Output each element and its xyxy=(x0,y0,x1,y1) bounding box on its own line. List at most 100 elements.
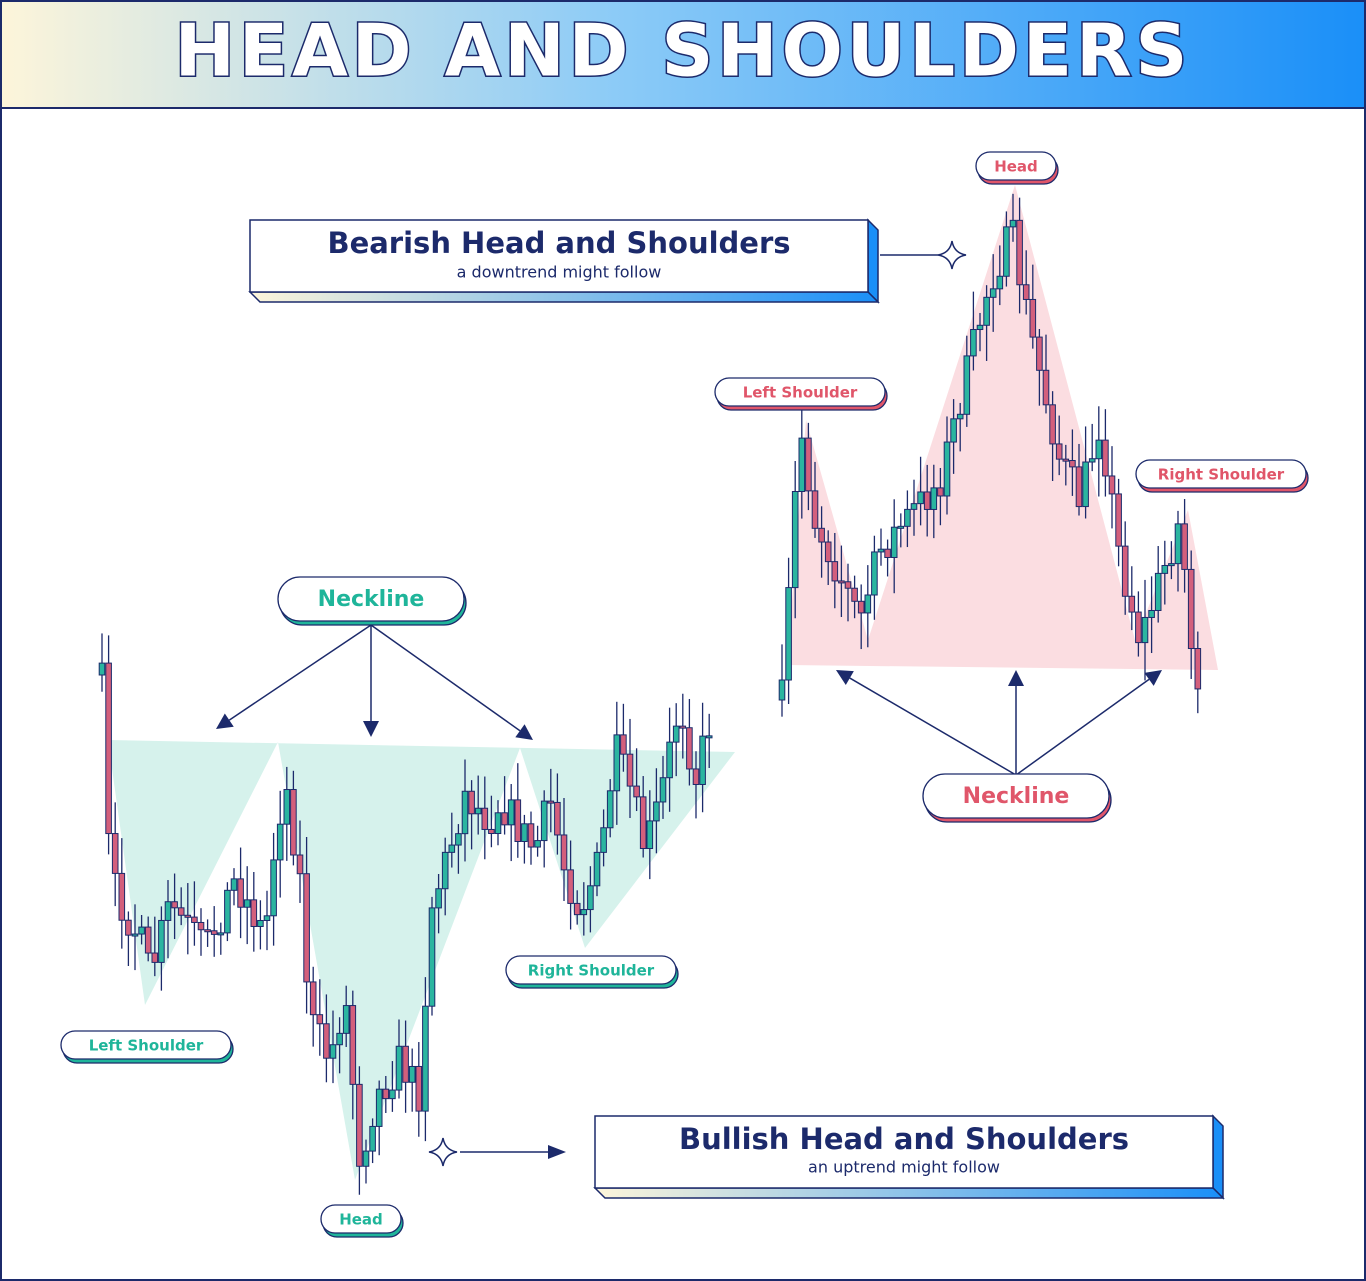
candle xyxy=(983,296,990,326)
candle xyxy=(672,725,680,743)
arrow-line xyxy=(1015,678,1150,776)
candle xyxy=(125,919,132,936)
candle xyxy=(606,790,614,829)
candle xyxy=(996,275,1004,290)
candle xyxy=(415,1065,423,1112)
label-pill: Head xyxy=(320,1204,404,1238)
candle xyxy=(573,902,581,916)
candle xyxy=(540,800,548,842)
candle xyxy=(237,878,244,908)
page-title: HEAD AND SHOULDERS xyxy=(175,9,1192,93)
candle xyxy=(778,679,786,701)
candle xyxy=(158,919,165,963)
candle xyxy=(428,907,436,1007)
candle xyxy=(785,587,792,681)
candle xyxy=(1181,523,1188,570)
pill-label: Right Shoulder xyxy=(1158,466,1285,484)
candle xyxy=(514,799,522,842)
candle xyxy=(956,413,964,420)
pill xyxy=(714,377,886,407)
candle xyxy=(560,834,568,871)
candle xyxy=(989,288,997,298)
label-pill: Right Shoulder xyxy=(1135,459,1309,493)
candle xyxy=(303,873,310,983)
candle xyxy=(824,541,832,563)
pill xyxy=(922,773,1110,819)
candle xyxy=(349,1005,357,1085)
candle xyxy=(1128,595,1136,613)
candle xyxy=(1075,466,1083,508)
candle xyxy=(395,1045,403,1091)
candle xyxy=(580,909,588,916)
candle xyxy=(527,823,535,848)
candle xyxy=(257,919,264,928)
candle xyxy=(1003,226,1010,277)
pill xyxy=(60,1030,232,1060)
candle xyxy=(864,594,872,614)
candle xyxy=(224,889,231,934)
candle xyxy=(930,487,938,510)
candle xyxy=(970,329,977,357)
candle xyxy=(408,1065,416,1083)
pill xyxy=(277,576,465,622)
candle xyxy=(1029,298,1037,338)
candle xyxy=(937,487,944,497)
pill xyxy=(320,1204,402,1234)
arrow-head xyxy=(1008,670,1024,686)
candle xyxy=(197,921,205,931)
candle xyxy=(871,551,878,596)
candle xyxy=(917,491,924,505)
candle xyxy=(296,854,304,875)
bearish-callout: Bearish Head and Shoulders a downtrend m… xyxy=(248,218,967,304)
candle xyxy=(1016,219,1023,286)
candle xyxy=(923,491,931,510)
pill-label: Head xyxy=(339,1211,383,1229)
candle xyxy=(943,441,951,497)
candle xyxy=(448,844,456,853)
candle xyxy=(1174,523,1182,565)
candle xyxy=(1161,564,1169,574)
candle xyxy=(263,915,271,921)
bearish-subtitle: a downtrend might follow xyxy=(457,263,662,282)
candle xyxy=(1102,439,1109,477)
label-pill: Neckline xyxy=(922,773,1112,823)
candle xyxy=(633,785,640,798)
candle xyxy=(402,1045,409,1083)
candle xyxy=(547,800,555,804)
candle xyxy=(336,1032,343,1046)
candle xyxy=(435,888,442,909)
candle xyxy=(613,734,621,792)
candle xyxy=(1168,563,1175,567)
candle xyxy=(171,901,178,909)
candle xyxy=(963,355,971,415)
candle xyxy=(290,789,297,856)
pill-label: Left Shoulder xyxy=(89,1037,204,1055)
arrow-head xyxy=(836,670,854,685)
candle xyxy=(1042,369,1050,406)
candle xyxy=(105,662,112,835)
candle xyxy=(164,901,172,921)
candle xyxy=(904,508,911,527)
candle xyxy=(283,789,291,825)
candle xyxy=(705,735,713,739)
candle xyxy=(1115,493,1122,547)
candle xyxy=(138,926,145,935)
candle xyxy=(686,727,693,770)
candle xyxy=(250,899,258,928)
candle xyxy=(362,1150,370,1167)
pill xyxy=(975,151,1057,181)
candle xyxy=(692,768,700,785)
bearish-shape xyxy=(787,185,1218,670)
candle xyxy=(1062,458,1070,462)
candle xyxy=(144,926,152,954)
candle xyxy=(587,885,594,911)
candle xyxy=(666,741,673,779)
candle xyxy=(1049,404,1056,445)
candle xyxy=(1036,336,1043,371)
candle xyxy=(204,929,211,933)
candle xyxy=(1108,475,1116,495)
candle xyxy=(191,916,198,923)
pill-label: Neckline xyxy=(963,784,1070,809)
label-pill: Left Shoulder xyxy=(714,377,888,411)
bullish-callout: Bullish Head and Shoulders an uptrend mi… xyxy=(428,1114,1225,1200)
